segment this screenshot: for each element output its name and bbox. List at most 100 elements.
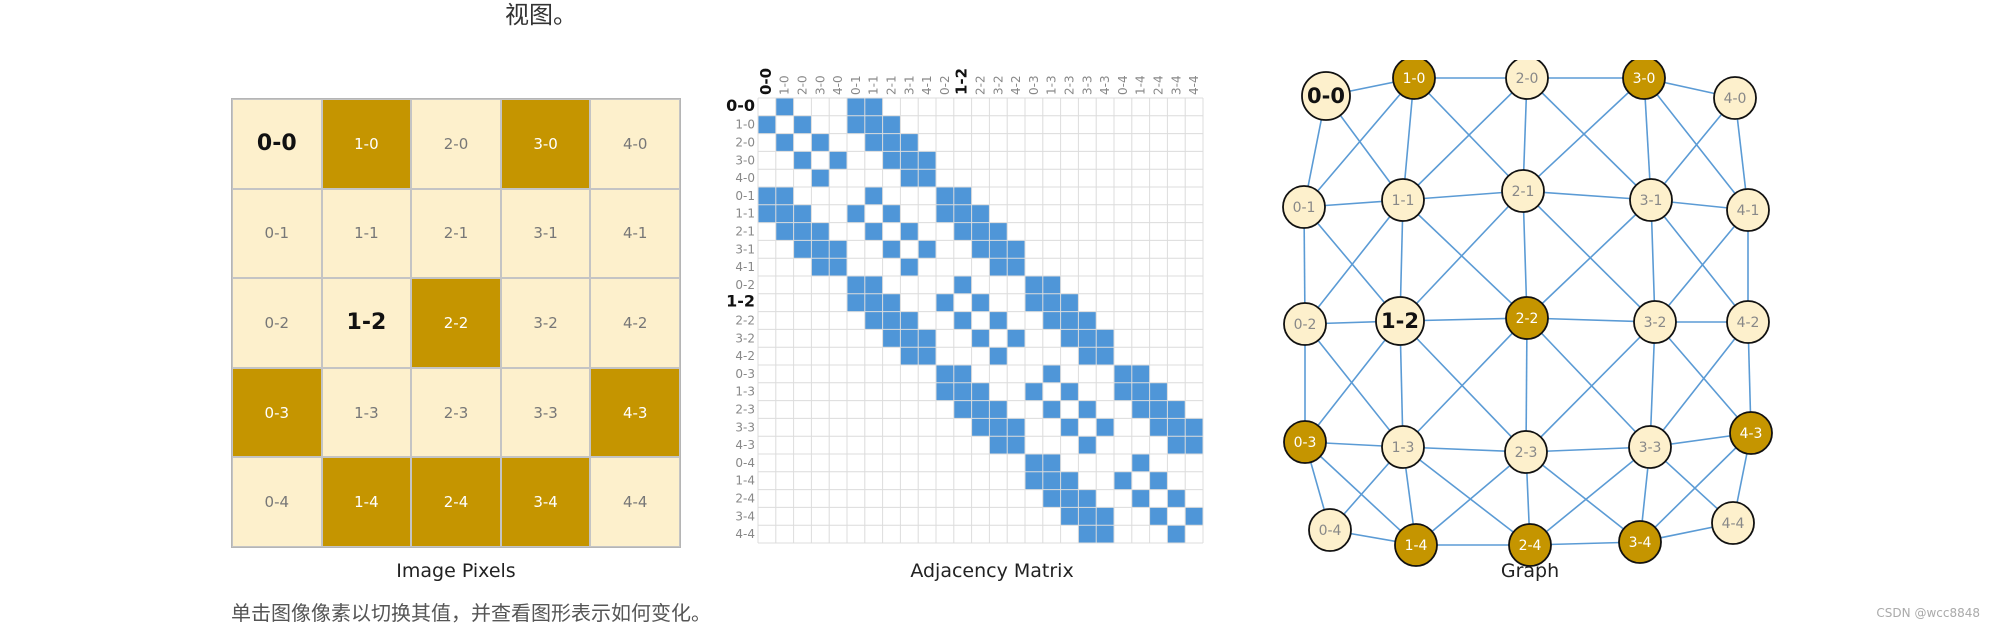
pixel-4-0[interactable]: 4-0 xyxy=(590,99,680,189)
matrix-row-label: 4-3 xyxy=(735,438,755,452)
matrix-cell-3-0-4-1 xyxy=(918,151,936,170)
graph-node-circle xyxy=(1308,508,1352,552)
graph-node-1-2: 1-2 xyxy=(1375,296,1425,346)
pixel-4-1[interactable]: 4-1 xyxy=(590,188,680,279)
graph-node-circle xyxy=(1501,169,1545,213)
pixel-1-0[interactable]: 1-0 xyxy=(321,99,412,189)
graph-edge-1-2-0-3 xyxy=(1304,320,1401,443)
pixel-1-3[interactable]: 1-3 xyxy=(321,367,412,458)
pixel-0-2[interactable]: 0-2 xyxy=(232,278,322,368)
graph-edge-4-3-3-4 xyxy=(1639,432,1752,543)
matrix-cell-3-1-2-0 xyxy=(793,240,812,259)
graph-node-label: 4-2 xyxy=(1737,315,1760,331)
graph-edge-4-2-3-3 xyxy=(1649,321,1749,448)
matrix-cell-3-3-4-4 xyxy=(1185,418,1203,437)
matrix-cell-4-4-3-3 xyxy=(1078,525,1097,543)
matrix-cell-0-4-1-4 xyxy=(1131,454,1150,472)
graph-node-label: 3-1 xyxy=(1640,193,1663,209)
graph-node-label: 1-3 xyxy=(1392,440,1415,456)
matrix-cell-3-1-3-2 xyxy=(989,240,1008,259)
pixel-1-1[interactable]: 1-1 xyxy=(321,188,412,279)
pixel-0-1[interactable]: 0-1 xyxy=(232,188,322,279)
matrix-col-label: 1-1 xyxy=(867,75,881,95)
matrix-col-label: 3-0 xyxy=(813,75,827,95)
graph-edge-2-0-1-1 xyxy=(1402,77,1528,201)
matrix-cell-1-3-0-3 xyxy=(1025,382,1043,401)
matrix-cell-3-4-4-4 xyxy=(1185,507,1203,526)
matrix-cell-2-1-2-0 xyxy=(793,222,812,241)
matrix-cell-3-0-2-0 xyxy=(793,151,812,170)
pixel-2-2[interactable]: 2-2 xyxy=(411,278,501,368)
graph-node-label: 0-2 xyxy=(1294,317,1317,333)
matrix-cell-0-0-0-1 xyxy=(847,98,865,116)
pixel-0-4[interactable]: 0-4 xyxy=(232,457,322,547)
graph-edge-3-2-2-3 xyxy=(1525,321,1656,453)
matrix-cell-2-1-3-1 xyxy=(900,222,919,241)
matrix-cell-2-1-1-0 xyxy=(775,222,794,241)
pixel-2-1[interactable]: 2-1 xyxy=(411,188,501,279)
matrix-cell-3-2-2-1 xyxy=(882,329,901,348)
matrix-row-label: 2-2 xyxy=(735,314,755,328)
pixel-2-3[interactable]: 2-3 xyxy=(411,367,501,458)
matrix-row-label: 0-0 xyxy=(726,96,755,115)
matrix-col-label: 2-4 xyxy=(1152,75,1166,95)
matrix-cell-2-3-1-2 xyxy=(953,400,972,419)
pixel-2-4[interactable]: 2-4 xyxy=(411,457,501,547)
matrix-col-label: 2-2 xyxy=(974,75,988,95)
matrix-cell-3-2-4-3 xyxy=(1096,329,1114,348)
pixel-2-0[interactable]: 2-0 xyxy=(411,99,501,189)
graph-node-label: 0-3 xyxy=(1294,435,1317,451)
matrix-cell-2-2-2-3 xyxy=(1060,311,1079,330)
matrix-cell-1-4-0-4 xyxy=(1114,471,1132,490)
matrix-cell-1-1-2-2 xyxy=(971,204,990,223)
matrix-cell-3-3-3-2 xyxy=(989,418,1008,437)
pixel-0-3[interactable]: 0-3 xyxy=(232,367,322,458)
pixel-3-0[interactable]: 3-0 xyxy=(500,99,591,189)
graph-node-circle xyxy=(1282,185,1326,229)
matrix-cell-1-3-2-3 xyxy=(1060,382,1079,401)
graph-edge-2-3-1-4 xyxy=(1415,451,1527,546)
pixel-0-0[interactable]: 0-0 xyxy=(232,99,322,189)
graph-node-circle xyxy=(1375,296,1425,346)
graph-edge-1-3-2-4 xyxy=(1402,446,1531,546)
matrix-cell-3-1-4-0 xyxy=(829,240,847,259)
graph-node-3-1: 3-1 xyxy=(1629,178,1673,222)
matrix-col-label: 1-3 xyxy=(1045,75,1059,95)
matrix-cell-2-1-2-2 xyxy=(971,222,990,241)
pixel-3-4[interactable]: 3-4 xyxy=(500,457,591,547)
matrix-row-label: 4-0 xyxy=(735,171,755,185)
matrix-col-label: 0-0 xyxy=(757,68,775,95)
pixel-3-1[interactable]: 3-1 xyxy=(500,188,591,279)
matrix-cell-1-2-2-3 xyxy=(1060,293,1079,312)
graph-node-circle xyxy=(1283,420,1327,464)
pixel-1-2[interactable]: 1-2 xyxy=(321,278,412,368)
graph-node-4-3: 4-3 xyxy=(1729,411,1773,455)
matrix-cell-1-3-0-4 xyxy=(1114,382,1132,401)
matrix-row-label: 3-0 xyxy=(735,153,755,167)
graph-node-3-4: 3-4 xyxy=(1618,520,1662,564)
matrix-cell-2-3-3-2 xyxy=(989,400,1008,419)
pixel-4-2[interactable]: 4-2 xyxy=(590,278,680,368)
matrix-cell-1-2-1-1 xyxy=(864,293,883,312)
pixel-3-3[interactable]: 3-3 xyxy=(500,367,591,458)
matrix-row-label: 1-0 xyxy=(735,118,755,132)
matrix-cell-2-3-3-4 xyxy=(1167,400,1186,419)
graph-node-4-2: 4-2 xyxy=(1726,300,1770,344)
pixel-3-2[interactable]: 3-2 xyxy=(500,278,591,368)
graph-edge-0-2-1-3 xyxy=(1304,323,1404,448)
graph-node-circle xyxy=(1301,71,1351,121)
pixel-4-3[interactable]: 4-3 xyxy=(590,367,680,458)
matrix-cell-4-4-4-3 xyxy=(1096,525,1114,543)
matrix-cell-3-4-2-3 xyxy=(1060,507,1079,526)
matrix-cell-0-1-0-2 xyxy=(936,187,954,205)
matrix-cell-0-2-0-3 xyxy=(1025,276,1043,294)
matrix-cell-1-2-0-1 xyxy=(847,293,865,312)
matrix-cell-2-2-3-3 xyxy=(1078,311,1097,330)
pixel-1-4[interactable]: 1-4 xyxy=(321,457,412,547)
matrix-cell-4-3-4-4 xyxy=(1185,436,1203,454)
matrix-cell-0-3-1-3 xyxy=(1042,365,1061,383)
matrix-cell-2-0-1-1 xyxy=(864,133,883,152)
matrix-cell-4-2-3-2 xyxy=(989,347,1008,365)
matrix-row-label: 1-1 xyxy=(735,207,755,221)
pixel-4-4[interactable]: 4-4 xyxy=(590,457,680,547)
